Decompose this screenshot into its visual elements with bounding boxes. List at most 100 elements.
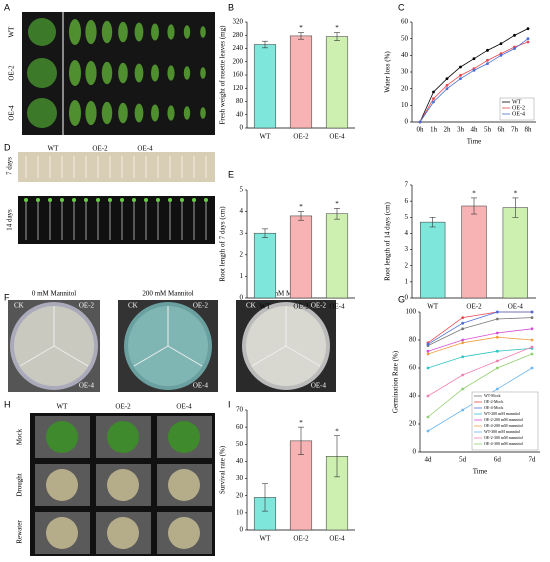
- leaf: [69, 19, 81, 45]
- y-tick-label: 120: [233, 84, 244, 92]
- marker: [445, 87, 449, 91]
- marker: [530, 366, 534, 370]
- divider: [19, 345, 55, 367]
- y-tick-label: 0: [405, 118, 409, 126]
- leaf: [151, 23, 159, 41]
- marker: [486, 62, 489, 66]
- marker: [495, 331, 499, 335]
- marker: [426, 366, 430, 370]
- y-tick-label: 280: [233, 31, 244, 39]
- panel-letter: G: [398, 294, 405, 304]
- y-tick-label: 20: [409, 420, 417, 428]
- x-tick-label: OE-4: [329, 133, 345, 141]
- panel-letter: E: [228, 169, 234, 179]
- significance: *: [335, 24, 339, 32]
- dish-label: OE-4: [79, 382, 95, 390]
- bar: [420, 221, 446, 299]
- marker: [461, 327, 465, 331]
- x-tick-label: 7h: [511, 126, 519, 134]
- y-tick-label: 3: [405, 245, 409, 253]
- plant: [107, 517, 139, 549]
- y-tick-label: 20: [236, 491, 244, 499]
- leaf: [134, 103, 144, 123]
- y-tick-label: 50: [236, 440, 244, 448]
- y-tick-label: 0: [240, 526, 244, 534]
- marker: [513, 47, 516, 51]
- bar: [461, 205, 487, 299]
- dish-label: OE-2: [79, 302, 95, 310]
- legend-label: OE-2-200 mM mannitol: [484, 417, 524, 422]
- y-axis-label: Water loss (%): [384, 51, 392, 93]
- leaf: [120, 198, 124, 202]
- y-axis-label: Germination Rate (%): [392, 350, 400, 413]
- y-tick-label: 50: [401, 34, 409, 42]
- y-tick-label: 200: [233, 57, 244, 65]
- panel-letter: B: [228, 2, 234, 12]
- bar: [253, 44, 277, 129]
- x-tick-label: OE-2: [466, 303, 482, 311]
- legend-label: OE-4-300 mM mannitol: [484, 441, 524, 446]
- y-axis-label: Root length of 7 days (cm): [219, 206, 227, 282]
- significance: *: [472, 190, 476, 198]
- marker: [530, 352, 534, 356]
- plant: [107, 421, 139, 453]
- group-label: OE-2: [92, 145, 108, 153]
- x-tick-label: 4d: [425, 456, 433, 464]
- marker: [499, 53, 503, 57]
- y-tick-label: 40: [409, 392, 417, 400]
- y-tick-label: 10: [236, 508, 244, 516]
- marker: [526, 27, 530, 31]
- panel-letter: D: [4, 142, 11, 152]
- marker: [426, 349, 430, 353]
- marker: [530, 310, 534, 314]
- plant: [107, 469, 139, 501]
- leaf: [183, 106, 191, 120]
- marker: [459, 73, 462, 77]
- marker: [495, 366, 499, 370]
- x-axis-label: Time: [473, 468, 488, 476]
- dish-title: 0 mM Mannitol: [32, 290, 76, 298]
- x-tick-label: OE-4: [329, 535, 345, 543]
- x-axis-label: Time: [467, 138, 482, 146]
- leaf: [108, 198, 112, 202]
- photo: [18, 196, 215, 244]
- bar: [289, 35, 313, 129]
- leaf: [200, 67, 206, 79]
- plant: [46, 469, 78, 501]
- y-tick-label: 320: [233, 18, 244, 26]
- legend-label: WT-200 mM mannitol: [484, 411, 521, 416]
- x-tick-label: 6h: [498, 126, 506, 134]
- dish-label: OE-2: [311, 302, 327, 310]
- legend-label: OE-2: [512, 105, 525, 111]
- x-tick-label: OE-4: [508, 303, 524, 311]
- leaf: [85, 60, 97, 86]
- marker: [495, 317, 499, 321]
- legend-label: WT-300 mM mannitol: [484, 429, 521, 434]
- error-bar: [298, 211, 304, 221]
- leaf: [69, 100, 81, 126]
- y-tick-label: 10: [401, 101, 409, 109]
- marker: [472, 57, 476, 61]
- leaf: [69, 60, 81, 86]
- marker: [426, 429, 430, 433]
- y-tick-label: 0: [240, 294, 244, 302]
- legend-label: OE-4-Mock: [484, 405, 503, 410]
- panel-letter: H: [4, 399, 11, 409]
- error-bar: [262, 40, 268, 49]
- leaf: [156, 198, 160, 202]
- line: [427, 348, 533, 369]
- y-tick-label: 240: [233, 44, 244, 52]
- x-tick-label: 4h: [471, 126, 479, 134]
- line: [427, 346, 533, 397]
- divider: [251, 345, 287, 367]
- line: [427, 328, 533, 352]
- y-tick-label: 1: [405, 277, 409, 285]
- y-tick-label: 0: [413, 448, 417, 456]
- dish-label: OE-2: [193, 302, 209, 310]
- legend-box: [499, 97, 535, 121]
- error-bar: [512, 197, 519, 218]
- x-tick-label: WT: [260, 133, 272, 141]
- row-label: Mock: [16, 428, 24, 445]
- error-bar: [262, 228, 268, 238]
